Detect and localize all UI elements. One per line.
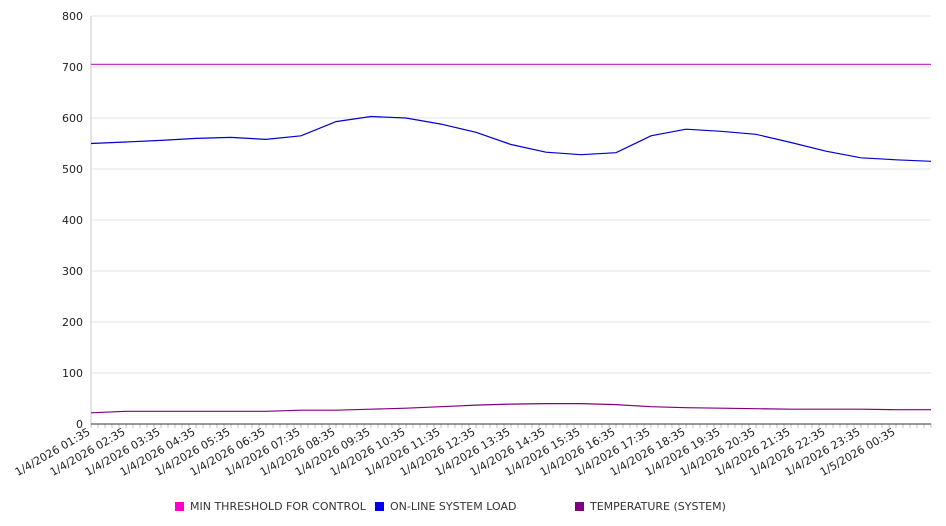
legend-swatch-min-threshold	[175, 501, 184, 511]
y-tick-label-500: 500	[62, 163, 83, 176]
y-axis-ticks: 0 100 200 300 400 500 600 700 800	[62, 10, 83, 431]
line-chart: 0 100 200 300 400 500 600 700 800 1/4/2026 01:35…	[13, 10, 932, 479]
y-tick-label-700: 700	[62, 61, 83, 74]
y-tick-label-300: 300	[62, 265, 83, 278]
legend-item-temperature[interactable]: TEMPERATURE (SYSTEM)	[575, 498, 726, 514]
legend-swatch-system-load	[375, 501, 384, 511]
grid-lines	[91, 15, 931, 374]
series-line-temperature-system	[90, 403, 931, 414]
legend-label-system-load: ON-LINE SYSTEM LOAD	[390, 499, 517, 513]
y-tick-label-0: 0	[76, 418, 83, 431]
series-line-on-line-system-load	[90, 115, 932, 162]
legend-item-min-threshold[interactable]: MIN THRESHOLD FOR CONTROL	[175, 498, 366, 514]
legend-label-min-threshold: MIN THRESHOLD FOR CONTROL	[190, 499, 366, 513]
legend-swatch-temperature	[575, 501, 584, 511]
y-tick-label-400: 400	[62, 214, 83, 227]
y-tick-label-200: 200	[62, 316, 83, 329]
legend: MIN THRESHOLD FOR CONTROL ON-LINE SYSTEM…	[0, 498, 946, 514]
y-tick-label-600: 600	[62, 112, 83, 125]
x-axis-ticks: 1/4/2026 01:351/4/2026 02:351/4/2026 03:…	[13, 424, 932, 479]
legend-item-system-load[interactable]: ON-LINE SYSTEM LOAD	[375, 498, 516, 514]
series-lines	[90, 63, 932, 414]
legend-label-temperature: TEMPERATURE (SYSTEM)	[590, 499, 726, 513]
axes	[90, 16, 931, 425]
y-tick-label-800: 800	[62, 10, 83, 23]
y-tick-label-100: 100	[62, 367, 83, 380]
